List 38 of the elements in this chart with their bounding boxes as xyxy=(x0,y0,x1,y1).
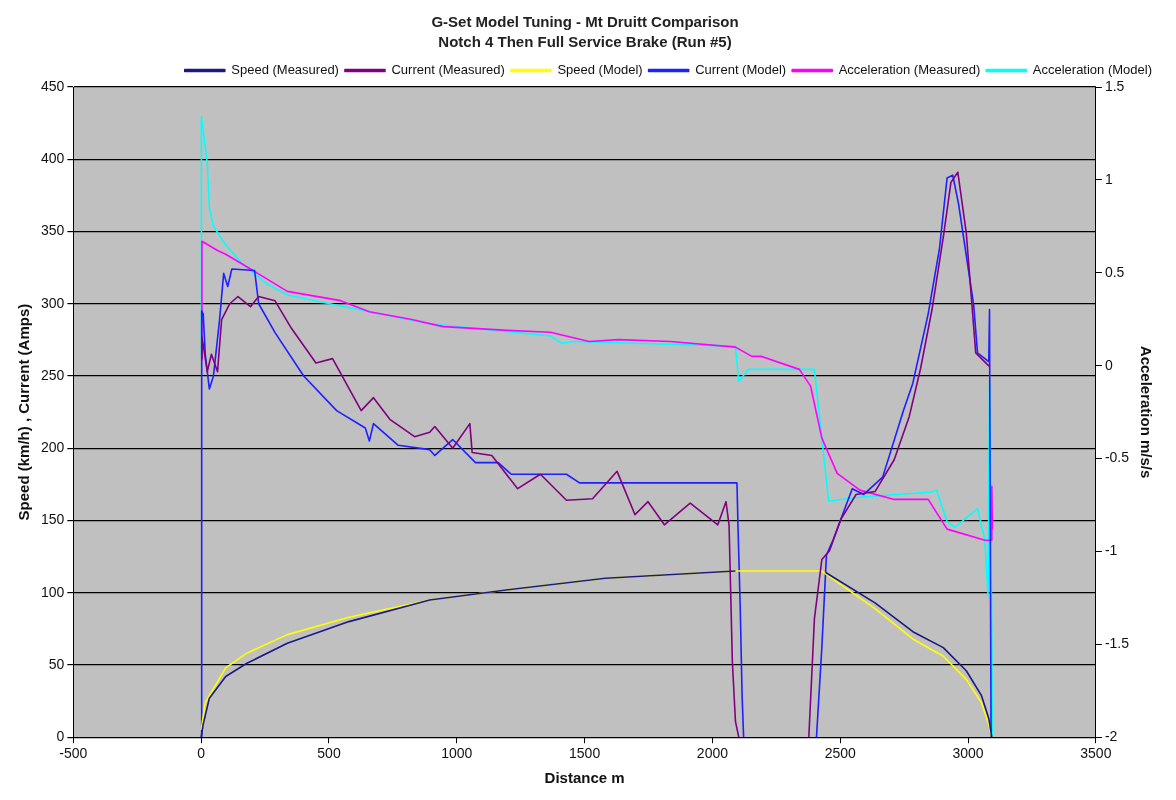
legend-label: Current (Model) xyxy=(695,62,787,78)
y2-tick-label: -1.5 xyxy=(1104,635,1130,652)
y-axis-title: Speed (km/h) , Current (Amps) xyxy=(15,303,33,521)
x-tick-label: 3500 xyxy=(1080,745,1112,762)
chart-title: G-Set Model Tuning - Mt Druitt Comparison xyxy=(431,13,739,31)
legend-label: Acceleration (Model) xyxy=(1032,62,1152,78)
y-tick-label: 300 xyxy=(41,294,65,311)
y-tick-label: 100 xyxy=(41,583,65,600)
x-tick-label: 2500 xyxy=(824,745,857,762)
y-tick-label: 150 xyxy=(41,511,65,528)
y2-tick-label: -2 xyxy=(1104,728,1118,745)
legend-label: Speed (Model) xyxy=(557,62,643,78)
y2-tick-label: -0.5 xyxy=(1104,449,1130,466)
x-tick-label: 1500 xyxy=(569,745,601,762)
y2-tick-label: 1.5 xyxy=(1104,77,1125,94)
x-tick-label: 500 xyxy=(317,745,341,762)
y-tick-label: 0 xyxy=(56,728,65,745)
x-tick-label: -500 xyxy=(59,745,88,762)
x-axis-title: Distance m xyxy=(544,769,625,787)
x-tick-label: 1000 xyxy=(441,745,473,762)
chart-subtitle: Notch 4 Then Full Service Brake (Run #5) xyxy=(438,33,732,51)
y2-tick-label: 1 xyxy=(1104,170,1113,187)
y-tick-label: 250 xyxy=(41,366,65,383)
y2-axis-title: Acceleration m/s/s xyxy=(1137,345,1155,479)
y2-tick-label: -1 xyxy=(1104,542,1118,559)
y2-tick-label: 0 xyxy=(1104,356,1113,373)
x-tick-label: 0 xyxy=(197,745,206,762)
x-tick-label: 3000 xyxy=(952,745,984,762)
legend-label: Current (Measured) xyxy=(391,62,505,78)
y-tick-label: 350 xyxy=(41,222,65,239)
y2-tick-label: 0.5 xyxy=(1104,263,1125,280)
x-tick-label: 2000 xyxy=(696,745,729,762)
y-tick-label: 50 xyxy=(48,655,65,672)
y-tick-label: 450 xyxy=(41,77,65,94)
y-tick-label: 200 xyxy=(41,439,65,456)
legend-label: Acceleration (Measured) xyxy=(838,62,981,78)
y-tick-label: 400 xyxy=(41,150,65,167)
legend-label: Speed (Measured) xyxy=(231,62,339,78)
